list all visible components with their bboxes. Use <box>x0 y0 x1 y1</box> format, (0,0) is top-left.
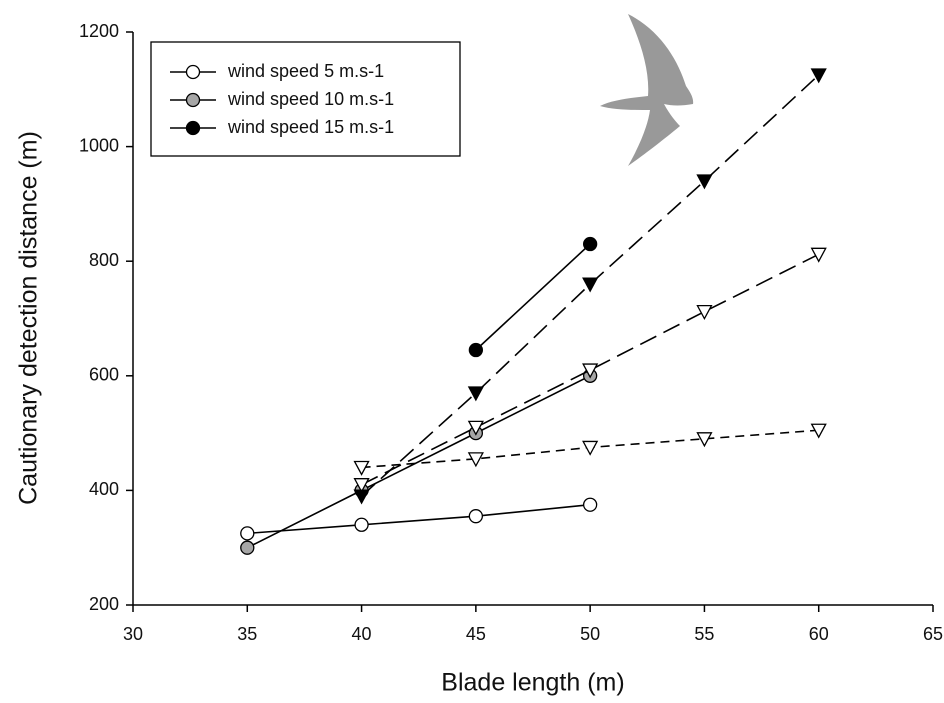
y-tick-label: 200 <box>89 594 119 614</box>
marker <box>353 478 370 494</box>
marker <box>696 432 713 448</box>
x-tick-label: 60 <box>809 624 829 644</box>
x-tick-label: 55 <box>694 624 714 644</box>
marker <box>696 174 713 190</box>
marker <box>467 420 484 436</box>
x-tick-label: 45 <box>466 624 486 644</box>
y-tick-label: 1000 <box>79 135 119 155</box>
marker <box>582 277 599 293</box>
marker <box>810 423 827 439</box>
marker <box>582 440 599 456</box>
marker <box>468 509 484 524</box>
series-line <box>247 503 591 535</box>
marker <box>354 517 369 532</box>
series-line <box>361 253 820 486</box>
legend-marker <box>185 64 201 80</box>
x-tick-label: 35 <box>237 624 257 644</box>
x-tick-label: 30 <box>123 624 143 644</box>
marker <box>696 304 713 320</box>
legend-marker <box>185 120 201 136</box>
legend-box <box>150 41 461 157</box>
marker <box>353 489 370 505</box>
y-tick-label: 400 <box>89 479 119 499</box>
y-axis-label: Cautionary detection distance (m) <box>15 131 43 505</box>
marker <box>582 497 598 512</box>
y-tick-label: 600 <box>89 365 119 385</box>
legend-label: wind speed 5 m.s-1 <box>227 61 384 81</box>
marker <box>467 452 484 468</box>
marker <box>468 342 484 358</box>
x-tick-label: 65 <box>923 624 943 644</box>
marker <box>810 247 827 263</box>
marker <box>810 68 827 84</box>
bird-silhouette <box>600 14 694 166</box>
y-tick-label: 800 <box>89 250 119 270</box>
legend-marker <box>185 92 201 108</box>
marker <box>353 460 370 476</box>
marker <box>467 386 484 402</box>
legend-label: wind speed 10 m.s-1 <box>227 89 394 109</box>
series-line <box>475 243 591 351</box>
x-axis-label: Blade length (m) <box>441 669 624 697</box>
marker <box>582 363 599 379</box>
x-tick-label: 40 <box>352 624 372 644</box>
legend-label: wind speed 15 m.s-1 <box>227 117 394 137</box>
series-line <box>246 375 591 549</box>
x-tick-label: 50 <box>580 624 600 644</box>
y-tick-label: 1200 <box>79 21 119 41</box>
marker <box>240 526 255 541</box>
marker <box>582 236 598 252</box>
marker <box>240 540 255 555</box>
